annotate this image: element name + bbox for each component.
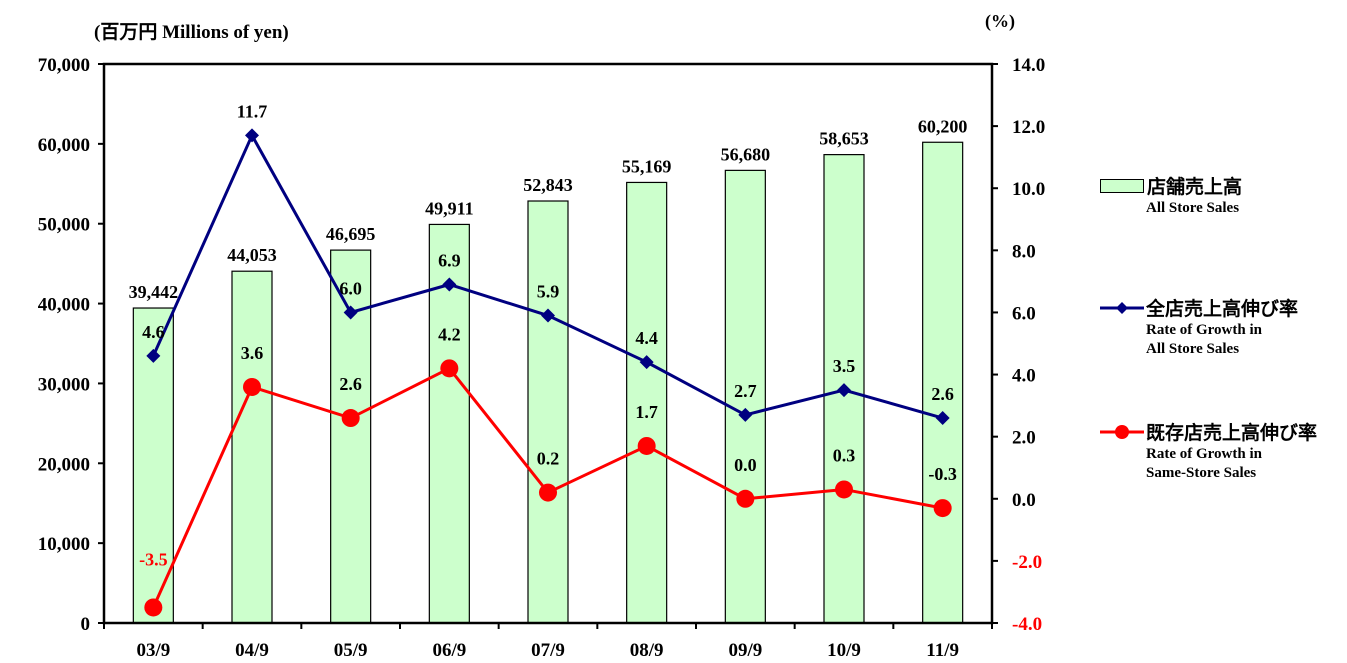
bar-value-label: 56,680 <box>721 144 771 164</box>
all-store-growth-label: 6.9 <box>438 250 461 270</box>
all-store-growth-label: 2.6 <box>931 384 954 404</box>
left-tick-label: 70,000 <box>38 55 90 76</box>
left-tick-label: 50,000 <box>38 215 90 236</box>
same-store-growth-point <box>243 377 261 396</box>
same-store-growth-point <box>933 499 952 518</box>
legend-desc: Rate of Growth in <box>1146 322 1262 338</box>
legend-swatch-bar <box>1100 178 1144 193</box>
bar-07-9 <box>527 200 569 624</box>
left-tick-label: 20,000 <box>38 454 90 475</box>
legend-swatch-diamond-line <box>1100 301 1144 314</box>
bar-value-label: 58,653 <box>819 129 869 149</box>
same-store-growth-point <box>144 598 163 617</box>
bar-04-9 <box>231 270 273 624</box>
legend-desc: Same-Store Sales <box>1146 465 1257 481</box>
x-tick-label: 05/9 <box>334 640 368 661</box>
right-tick-label: -4.0 <box>1012 614 1042 635</box>
all-store-growth-point <box>639 355 654 370</box>
all-store-growth-label: 6.0 <box>339 278 362 298</box>
same-store-growth-label: 0.0 <box>734 455 757 475</box>
x-tick-label: 06/9 <box>432 640 466 661</box>
legend-label: 全店売上高伸び率 <box>1146 298 1299 320</box>
x-tick-label: 04/9 <box>235 640 269 661</box>
all-store-growth-point <box>935 411 950 426</box>
line-series <box>144 128 952 617</box>
x-tick-label: 03/9 <box>136 640 170 661</box>
all-store-growth-label: 2.7 <box>734 381 757 401</box>
legend-item-all-store-sales: 店舗売上高 All Store Sales <box>1100 172 1242 218</box>
all-store-growth-point <box>837 383 851 398</box>
x-tick-label: 10/9 <box>827 640 861 661</box>
right-tick-label: 4.0 <box>1012 366 1036 387</box>
same-store-growth-point <box>440 359 459 378</box>
plot-frame <box>102 62 994 625</box>
left-tick-label: 60,000 <box>38 135 90 156</box>
axes: 0 10,000 20,000 30,000 40,000 50,000 60,000 70,… <box>38 55 1046 661</box>
x-tick-label: 11/9 <box>926 640 959 661</box>
left-tick-label: 40,000 <box>38 295 90 316</box>
right-tick-label: 6.0 <box>1012 303 1036 324</box>
left-tick-label: 30,000 <box>38 374 90 395</box>
bar-value-label: 49,911 <box>425 198 474 218</box>
same-store-growth-label: -3.5 <box>139 549 168 569</box>
bar-08-9 <box>626 181 668 624</box>
same-store-growth-label: 3.6 <box>241 343 264 363</box>
all-store-growth-label: 5.9 <box>537 282 560 302</box>
same-store-growth-label: 4.2 <box>438 324 461 344</box>
right-tick-label: 10.0 <box>1012 179 1045 200</box>
same-store-growth-label: 0.3 <box>833 445 856 465</box>
all-store-growth-label: 4.4 <box>635 328 658 348</box>
same-store-growth-point <box>736 489 755 508</box>
same-store-growth-label: -0.3 <box>928 464 957 484</box>
all-store-growth-point <box>541 308 555 323</box>
same-store-growth-label: 2.6 <box>339 374 362 394</box>
x-tick-label: 08/9 <box>630 640 664 661</box>
right-tick-label: 8.0 <box>1012 241 1036 262</box>
legend-desc: All Store Sales <box>1146 200 1240 216</box>
bar-value-label: 39,442 <box>129 282 179 302</box>
legend-desc: All Store Sales <box>1146 341 1240 357</box>
bar-value-label: 52,843 <box>523 175 573 195</box>
right-tick-label: 0.0 <box>1012 490 1036 511</box>
all-store-growth-label: 4.6 <box>142 322 165 342</box>
legend-desc: Rate of Growth in <box>1146 446 1262 462</box>
same-store-growth-point <box>539 483 557 502</box>
bar-value-label: 46,695 <box>326 224 376 244</box>
same-store-growth-point <box>341 409 360 428</box>
same-store-growth-point <box>637 436 656 455</box>
bar-value-label: 55,169 <box>622 156 672 176</box>
all-store-growth-point <box>343 305 358 320</box>
legend-item-all-store-growth: 全店売上高伸び率 Rate of Growth in All Store Sal… <box>1100 294 1298 359</box>
data-labels: 39,442 44,053 46,695 49,911 52,843 55,169 56,6… <box>129 101 968 569</box>
all-store-growth-label: 3.5 <box>833 356 856 376</box>
x-tick-label: 09/9 <box>728 640 762 661</box>
legend-swatch-circle-line <box>1100 424 1144 439</box>
bar-value-label: 44,053 <box>227 245 277 265</box>
all-store-growth-point <box>442 277 457 292</box>
all-store-growth-point <box>245 128 259 143</box>
left-axis-title: (百万円 Millions of yen) <box>94 22 289 43</box>
bar-value-label: 60,200 <box>918 116 968 136</box>
same-store-growth-label: 0.2 <box>537 449 560 469</box>
all-store-growth-point <box>738 407 753 422</box>
legend-item-same-store-growth: 既存店売上高伸び率 Rate of Growth in Same-Store S… <box>1100 418 1317 483</box>
right-tick-label: -2.0 <box>1012 552 1042 573</box>
legend-label: 既存店売上高伸び率 <box>1146 422 1318 444</box>
all-store-growth-label: 11.7 <box>237 101 268 121</box>
right-tick-label: 2.0 <box>1012 428 1036 449</box>
all-store-growth-point <box>146 348 161 363</box>
bar-11-9 <box>922 141 964 624</box>
same-store-growth-point <box>835 480 853 499</box>
right-tick-label: 14.0 <box>1012 55 1045 76</box>
left-tick-label: 0 <box>81 614 91 635</box>
same-store-growth-label: 1.7 <box>635 402 658 422</box>
x-tick-label: 07/9 <box>531 640 565 661</box>
left-tick-label: 10,000 <box>38 534 90 555</box>
right-tick-label: 12.0 <box>1012 117 1045 138</box>
legend-label: 店舗売上高 <box>1147 176 1243 198</box>
right-axis-title: (%) <box>985 11 1015 32</box>
